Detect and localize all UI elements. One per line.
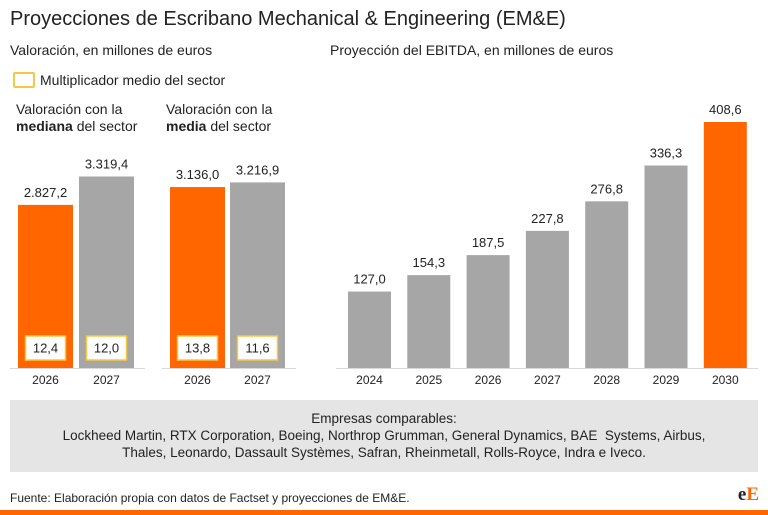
bar-2028 <box>585 201 629 368</box>
chart-title: Proyecciones de Escribano Mechanical & E… <box>10 8 566 30</box>
category-label: 2029 <box>653 373 680 387</box>
category-label: 2030 <box>712 373 739 387</box>
multiplier-box <box>236 335 279 361</box>
value-label: 3.319,4 <box>85 156 128 171</box>
value-label: 227,8 <box>531 211 564 226</box>
comparables-heading: Empresas comparables: <box>311 411 457 426</box>
comparables-panel: Empresas comparables: Lockheed Martin, R… <box>10 400 758 472</box>
bar-2025 <box>407 275 451 368</box>
logo-part2: E <box>746 484 759 505</box>
multiplier-label: 12,4 <box>33 341 58 356</box>
bar-2027 <box>525 230 569 368</box>
legend-swatch <box>13 72 35 88</box>
group-title-bold: mediana <box>16 118 73 134</box>
group-title-media: Valoración con la media del sector <box>166 101 272 135</box>
category-label: 2026 <box>32 373 59 387</box>
category-label: 2027 <box>244 373 271 387</box>
value-label: 408,6 <box>709 102 742 117</box>
value-label: 127,0 <box>353 272 386 287</box>
group-title-rest: del sector <box>206 118 272 134</box>
group-title-mediana: Valoración con la mediana del sector <box>16 101 137 135</box>
value-label: 187,5 <box>472 235 505 250</box>
value-label: 2.827,2 <box>24 185 67 200</box>
logo-part1: e <box>737 484 747 505</box>
source-note: Fuente: Elaboración propia con datos de … <box>10 491 410 505</box>
category-label: 2027 <box>534 373 561 387</box>
value-label: 276,8 <box>590 181 623 196</box>
ebitda-subtitle: Proyección del EBITDA, en millones de eu… <box>330 42 614 58</box>
multiplier-label: 13,8 <box>185 341 210 356</box>
comparables-line2: Thales, Leonardo, Dassault Systèmes, Saf… <box>122 445 646 460</box>
group-title-line1: Valoración con la <box>166 101 273 117</box>
bar-2029 <box>644 165 688 368</box>
publisher-logo: eE <box>738 484 759 506</box>
multiplier-label: 11,6 <box>245 341 269 356</box>
category-label: 2026 <box>475 373 502 387</box>
charts-svg: 2.827,2 2026 12,4 3.319,4 2027 12,0 3.136,0 202… <box>10 102 758 387</box>
group-title-line1: Valoración con la <box>16 101 123 117</box>
bar-2030 <box>703 122 747 368</box>
group-title-rest: del sector <box>72 118 138 134</box>
multiplier-label: 12,0 <box>94 341 119 356</box>
category-label: 2026 <box>184 373 211 387</box>
multiplier-box <box>176 335 219 361</box>
value-label: 154,3 <box>413 255 446 270</box>
multiplier-box <box>85 335 128 361</box>
group-title-bold: media <box>166 118 207 134</box>
category-label: 2028 <box>593 373 620 387</box>
bar-2024 <box>348 291 391 368</box>
category-label: 2024 <box>356 373 383 387</box>
multiplier-box <box>24 335 67 361</box>
value-label: 336,3 <box>650 146 683 161</box>
category-label: 2025 <box>415 373 442 387</box>
legend-label: Multiplicador medio del sector <box>40 72 226 88</box>
value-label: 3.216,9 <box>236 162 279 177</box>
comparables-line1: Lockheed Martin, RTX Corporation, Boeing… <box>62 428 706 443</box>
value-label: 3.136,0 <box>176 167 219 182</box>
valuation-subtitle: Valoración, en millones de euros <box>10 42 213 58</box>
bottom-accent-bar <box>0 510 768 515</box>
category-label: 2027 <box>93 373 120 387</box>
bar-2026 <box>466 255 510 368</box>
